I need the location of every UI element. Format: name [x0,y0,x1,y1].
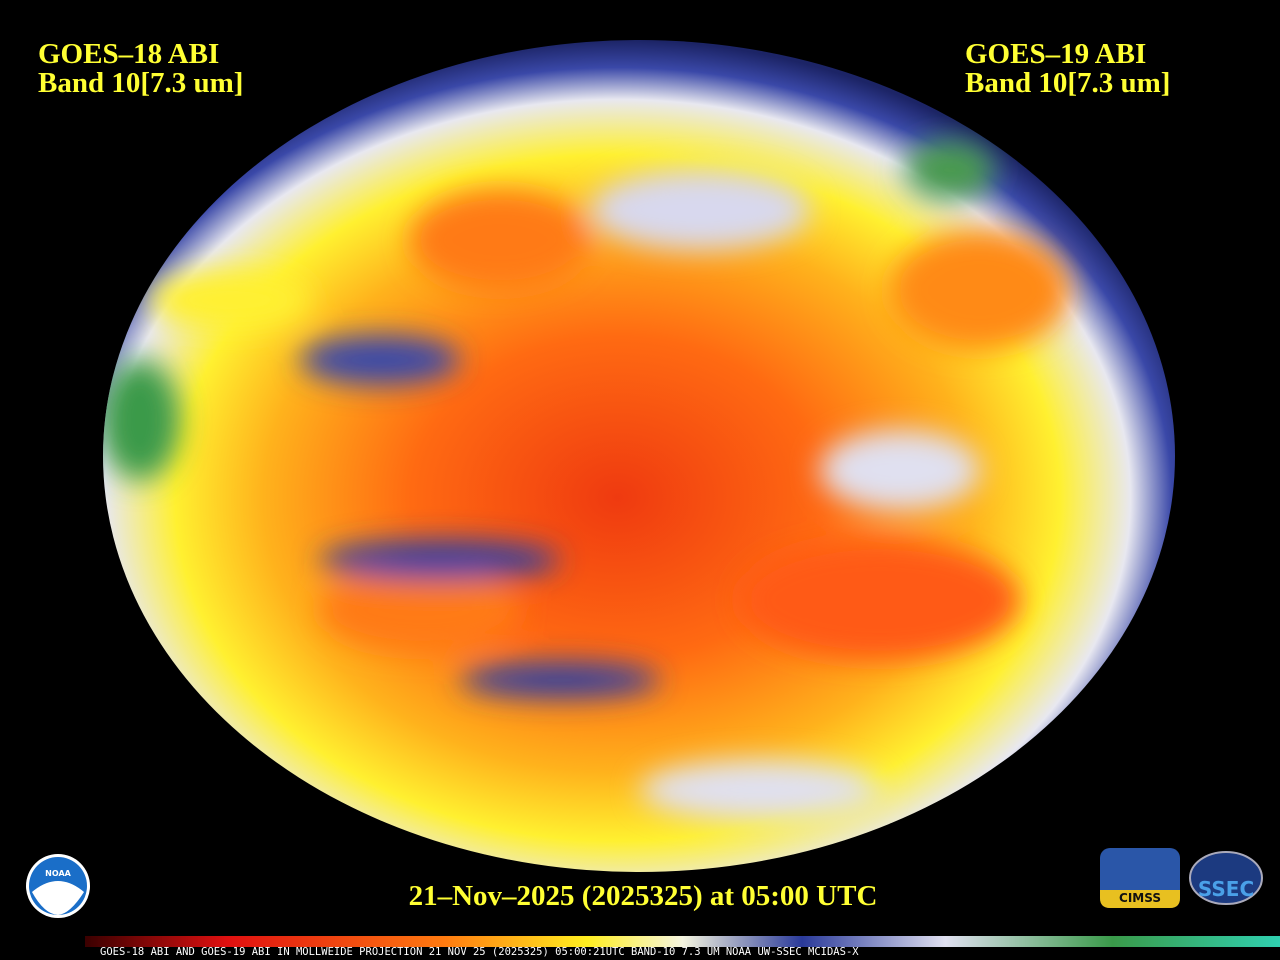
cimss-text: CIMSS [1119,891,1161,905]
left-title: GOES–18 ABI [38,38,219,70]
color-bar [85,936,1280,947]
globe [103,40,1175,872]
cimss-logo: CIMSS [1100,848,1180,908]
right-band: Band 10[7.3 um] [965,67,1170,99]
right-title: GOES–19 ABI [965,38,1146,70]
cloud-patterns [103,140,1070,820]
timestamp: 21–Nov–2025 (2025325) at 05:00 UTC [409,880,878,912]
caption: GOES-18 ABI AND GOES-19 ABI IN MOLLWEIDE… [100,946,859,958]
noaa-text: NOAA [45,869,71,878]
ssec-text: SSEC [1198,877,1254,901]
ssec-logo: SSEC [1189,851,1263,905]
noaa-logo: NOAA [26,854,90,918]
left-band: Band 10[7.3 um] [38,67,243,99]
